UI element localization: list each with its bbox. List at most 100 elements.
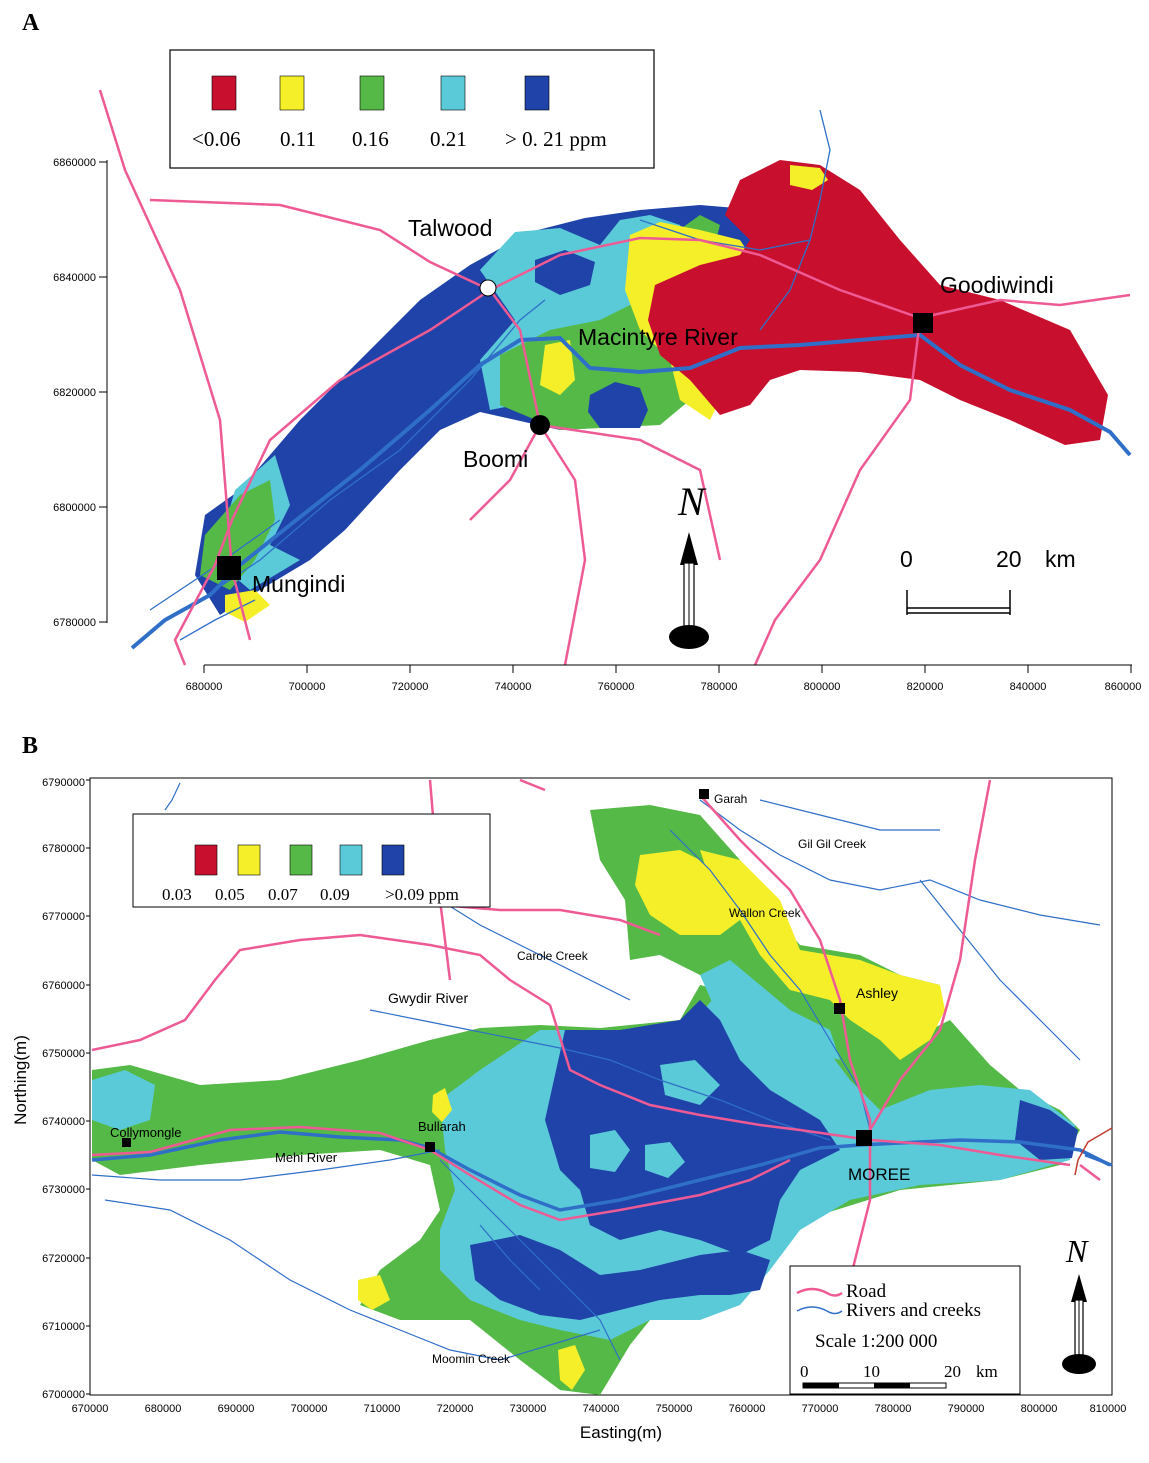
- panel-a-towns: Talwood Goodiwindi Macintyre River Boomi…: [217, 215, 1054, 597]
- river-legend-symbol: [796, 1306, 843, 1315]
- macintyre-river-label: Macintyre River: [578, 324, 738, 350]
- goodiwindi-label: Goodiwindi: [940, 272, 1054, 298]
- legend-a-label-3: 0.16: [352, 127, 389, 151]
- panel-a-concentration-map: [195, 160, 1108, 622]
- road-a2: [149, 198, 491, 292]
- north-b-base-icon: [1062, 1354, 1096, 1374]
- scale-ratio-label: Scale 1:200 000: [815, 1331, 937, 1352]
- panel-a-scale-bar: 0 20 km: [900, 546, 1076, 615]
- road-a5: [489, 289, 587, 666]
- macintyre-river: [130, 332, 1132, 650]
- axis-a-ytick-label: 6780000: [53, 617, 96, 629]
- moomin-creek: [104, 1199, 601, 1361]
- creek-a3: [759, 109, 831, 331]
- creek-b3: [919, 879, 1081, 1061]
- road-b1: [91, 1125, 791, 1222]
- north-b-label: N: [1065, 1233, 1089, 1269]
- scale-a-unit: km: [1045, 546, 1076, 572]
- axis-b-x-title: Easting(m): [580, 1423, 662, 1442]
- legend-a-box: [169, 49, 655, 169]
- scale-a-end: 20: [996, 546, 1022, 572]
- axis-b-ytick-label: 6770000: [42, 911, 85, 923]
- zone-blue-pocket: [588, 382, 648, 428]
- road-a8: [539, 423, 722, 561]
- legend-a-label-4: 0.21: [430, 127, 467, 151]
- scale-b-0: 0: [800, 1362, 809, 1381]
- axis-b-xtick-label: 810000: [1090, 1403, 1127, 1415]
- legend-a-swatch-4: [440, 75, 466, 111]
- gil-gil-creek: [699, 799, 1101, 926]
- boundary-line: [1074, 1127, 1113, 1176]
- carole-creek: [439, 899, 631, 1001]
- mehi-river: [91, 1130, 1111, 1212]
- legend-a-label-2: 0.11: [280, 127, 316, 151]
- map-legend-box: [789, 1265, 1021, 1395]
- rivers-legend-label: Rivers and creeks: [846, 1300, 981, 1321]
- wallon-creek: [669, 829, 871, 1131]
- panel-a-roads: [98, 89, 1131, 666]
- zone-b-cyan-north: [700, 960, 840, 1060]
- zone-b-cyan: [92, 1070, 155, 1130]
- mehi-river-label: Mehi River: [275, 1150, 338, 1165]
- zone-b-yellow-east: [700, 850, 945, 1060]
- scale-b-bar-seg: [803, 1383, 839, 1388]
- road-a7: [753, 319, 922, 666]
- axis-b-xtick-label: 750000: [656, 1403, 693, 1415]
- axis-a-xtick-label: 720000: [392, 681, 429, 693]
- bullarah-label: Bullarah: [418, 1119, 466, 1134]
- gil-gil-creek-label: Gil Gil Creek: [798, 837, 867, 851]
- mungindi-marker: [217, 556, 241, 580]
- creek-a2: [149, 519, 281, 611]
- axis-b-ytick-label: 6740000: [42, 1116, 85, 1128]
- road-a3: [489, 236, 1131, 320]
- legend-a-swatch-1: [211, 75, 237, 111]
- legend-b-swatch-4: [339, 844, 363, 876]
- road-a4: [173, 288, 491, 666]
- zone-b-cyan-hole-3: [660, 1060, 720, 1105]
- scale-b-10: 10: [863, 1362, 880, 1381]
- scale-b-20: 20: [944, 1362, 961, 1381]
- axis-b-ytick-label: 6730000: [42, 1184, 85, 1196]
- bullarah-marker: [425, 1142, 435, 1152]
- legend-a-swatch-5: [524, 75, 550, 111]
- zone-b-blue-south: [470, 1235, 770, 1320]
- garah-marker: [699, 789, 709, 799]
- creek-a4: [639, 219, 811, 251]
- scale-b-bar-seg: [874, 1383, 910, 1388]
- zone-b-yellow-small-1: [432, 1088, 452, 1122]
- panel-b-north-arrow: N: [1062, 1233, 1096, 1374]
- axis-a-xtick-label: 700000: [289, 681, 326, 693]
- panel-b-label: B: [22, 733, 38, 759]
- axis-b-ytick-label: 6780000: [42, 843, 85, 855]
- road-a6: [469, 424, 542, 521]
- panel-a: A: [22, 10, 1141, 693]
- creek-b2: [439, 1159, 621, 1361]
- panel-b-map-legend: Road Rivers and creeks Scale 1:200 000 0…: [789, 1265, 1021, 1395]
- road-b5: [699, 794, 872, 1281]
- legend-b-label-2: 0.05: [215, 885, 245, 904]
- axis-a-xtick-label: 800000: [804, 681, 841, 693]
- axis-b-y-title: Northing(m): [11, 1035, 30, 1125]
- zone-b-cyan-hole-1: [590, 1130, 630, 1172]
- north-a-label: N: [677, 479, 707, 524]
- axis-b-xtick-label: 790000: [948, 1403, 985, 1415]
- moree-marker: [856, 1130, 872, 1146]
- scale-b-unit: km: [976, 1362, 998, 1381]
- panel-a-rivers: [130, 109, 1132, 650]
- axis-b-xtick-label: 760000: [729, 1403, 766, 1415]
- legend-a-label-1: <0.06: [192, 127, 241, 151]
- north-a-base-icon: [669, 625, 709, 649]
- road-legend-symbol: [796, 1287, 843, 1297]
- panel-b-rivers: [91, 782, 1111, 1361]
- axis-b-xtick-label: 680000: [145, 1403, 182, 1415]
- panel-b: B: [11, 733, 1126, 1442]
- axis-b-ytick-label: 6790000: [42, 777, 85, 789]
- road-a1: [98, 89, 252, 641]
- mungindi-label: Mungindi: [252, 571, 345, 597]
- legend-b-label-4: 0.09: [320, 885, 350, 904]
- ashley-label: Ashley: [856, 985, 898, 1001]
- axis-b-ytick-label: 6760000: [42, 980, 85, 992]
- axis-a-ytick-label: 6820000: [53, 387, 96, 399]
- axis-b-ytick-label: 6700000: [42, 1389, 85, 1401]
